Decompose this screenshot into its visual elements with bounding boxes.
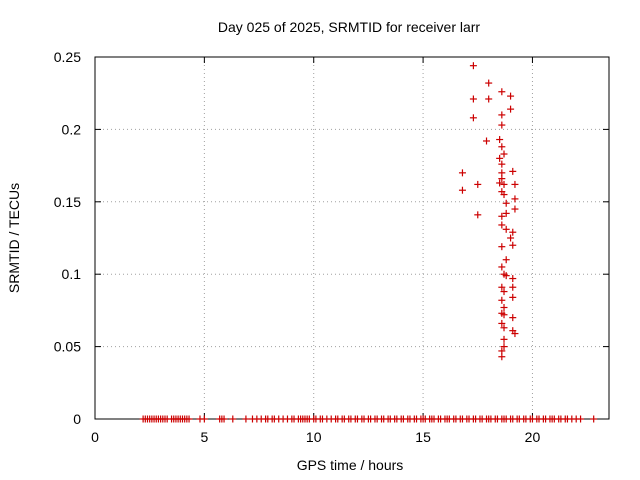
data-point [502,272,510,280]
data-point [498,175,506,183]
x-tick-label: 20 [525,429,541,445]
data-points [139,62,598,423]
data-point [458,186,466,194]
data-point [507,92,515,100]
data-point [511,205,519,213]
data-point [507,105,515,113]
data-point [500,343,508,351]
grid [95,57,609,419]
y-axis-label: SRMTID / TECUs [6,183,22,293]
data-point [590,415,598,423]
y-tick-label: 0 [73,411,81,427]
y-tick-label: 0.1 [62,266,82,282]
data-point [498,160,506,168]
data-point [229,415,237,423]
data-point [185,415,193,423]
plot-frame [94,56,610,420]
x-tick-label: 5 [200,429,208,445]
data-point [500,150,508,158]
data-point [498,263,506,271]
data-point [500,180,508,188]
data-point [498,319,506,327]
data-point [509,228,517,236]
data-point [500,288,508,296]
data-point [469,114,477,122]
data-point [498,243,506,251]
data-point [509,283,517,291]
data-point [502,256,510,264]
data-point [511,180,519,188]
data-point [220,415,228,423]
data-point [483,137,491,145]
y-tick-label: 0.25 [54,49,81,65]
x-axis-label: GPS time / hours [297,457,404,473]
data-point [200,415,208,423]
data-point [469,62,477,70]
x-tick-label: 15 [415,429,431,445]
x-tick-label: 10 [306,429,322,445]
axis-ticks [94,56,609,420]
data-point [500,324,508,332]
data-point [509,167,517,175]
chart-title: Day 025 of 2025, SRMTID for receiver lar… [218,19,481,35]
data-point [511,330,519,338]
data-point [485,79,493,87]
data-point [500,335,508,343]
data-point [458,169,466,177]
data-point [496,179,504,187]
data-point [496,136,504,144]
data-point [498,221,506,229]
y-tick-label: 0.15 [54,194,81,210]
data-point [500,304,508,312]
data-point [502,199,510,207]
data-point [507,234,515,242]
x-tick-label: 0 [91,429,99,445]
data-point [485,95,493,103]
data-point [498,143,506,151]
y-tick-label: 0.2 [62,121,82,137]
data-point [469,95,477,103]
data-point [509,241,517,249]
data-point [242,415,250,423]
data-point [500,311,508,319]
data-point [498,212,506,220]
data-point [498,111,506,119]
data-point [577,415,585,423]
data-point [500,191,508,199]
data-point [498,121,506,129]
data-point [498,296,506,304]
data-point [509,314,517,322]
data-point [502,225,510,233]
data-point [509,293,517,301]
tick-labels: 0 5 10 15 20 0 0.05 0.1 0.15 0.2 0.25 [54,49,541,445]
data-point [511,195,519,203]
data-point [496,154,504,162]
data-point [474,211,482,219]
data-point [502,209,510,217]
data-point [509,275,517,283]
data-point [498,353,506,361]
data-point [474,180,482,188]
data-point [498,88,506,96]
data-point [498,283,506,291]
y-tick-label: 0.05 [54,339,81,355]
